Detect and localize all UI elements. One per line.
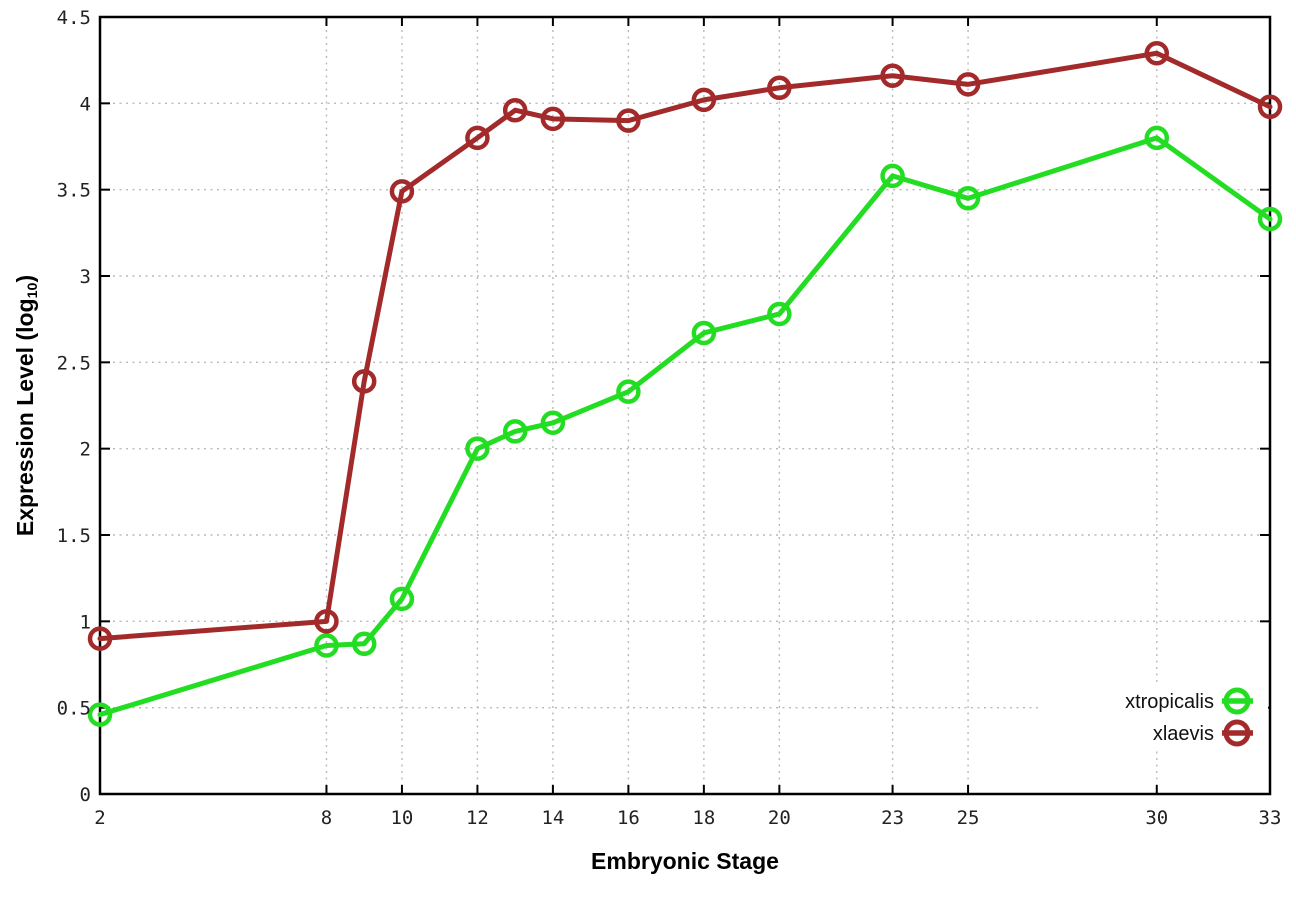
x-tick-label: 16 xyxy=(617,807,640,829)
data-point-xtropicalis xyxy=(465,436,490,461)
x-axis-title: Embryonic Stage xyxy=(591,848,779,874)
y-tick-label: 4.5 xyxy=(57,7,91,29)
x-tick-label: 20 xyxy=(768,807,791,829)
x-tick-label: 23 xyxy=(881,807,904,829)
y-tick-label: 0 xyxy=(80,784,91,806)
x-tick-label: 12 xyxy=(466,807,489,829)
data-point-xtropicalis xyxy=(955,186,981,211)
data-point-xtropicalis xyxy=(616,379,641,404)
y-tick-label: 1.5 xyxy=(57,525,91,547)
x-tick-label: 30 xyxy=(1145,807,1168,829)
data-point-xtropicalis xyxy=(87,702,113,727)
data-point-xtropicalis xyxy=(691,320,717,346)
data-point-xlaevis xyxy=(616,108,641,133)
data-point-xlaevis xyxy=(465,125,490,151)
data-point-xlaevis xyxy=(351,369,377,394)
legend-label-xtropicalis: xtropicalis xyxy=(1125,691,1214,713)
data-point-xlaevis xyxy=(314,609,339,634)
data-point-xtropicalis xyxy=(389,586,415,612)
data-point-xlaevis xyxy=(389,179,415,204)
data-point-xlaevis xyxy=(767,75,792,101)
x-tick-label: 14 xyxy=(541,807,564,829)
y-tick-label: 1 xyxy=(80,611,91,633)
series-line-xtropicalis xyxy=(97,135,1273,718)
x-tick-label: 18 xyxy=(692,807,715,829)
data-point-xtropicalis xyxy=(767,301,792,327)
data-point-xlaevis xyxy=(1257,94,1283,120)
y-axis-title-close: ) xyxy=(12,274,38,283)
data-point-xlaevis xyxy=(87,626,113,651)
x-tick-label: 2 xyxy=(94,807,105,829)
data-point-xtropicalis xyxy=(314,633,339,658)
y-axis-title-subscript: 10 xyxy=(24,282,41,299)
data-point-xtropicalis xyxy=(1144,125,1170,151)
y-axis-title: Expression Level (log10) xyxy=(12,17,41,794)
data-point-xtropicalis xyxy=(502,419,528,444)
plot-border xyxy=(98,15,1272,796)
data-point-xlaevis xyxy=(955,72,981,97)
series-line-xlaevis xyxy=(97,50,1273,642)
data-point-xtropicalis xyxy=(540,410,566,436)
data-point-xtropicalis xyxy=(351,631,377,657)
y-axis-title-text: Expression Level (log xyxy=(12,298,38,537)
data-point-xtropicalis xyxy=(880,163,905,189)
data-point-xlaevis xyxy=(540,106,566,132)
data-point-xlaevis xyxy=(880,63,905,88)
data-point-xtropicalis xyxy=(1257,206,1283,232)
legend-marker-xlaevis xyxy=(1223,719,1251,747)
x-tick-label: 33 xyxy=(1259,807,1282,829)
y-tick-label: 0.5 xyxy=(57,698,91,720)
x-tick-label: 8 xyxy=(321,807,332,829)
y-tick-label: 2 xyxy=(80,439,91,461)
x-tick-label: 25 xyxy=(957,807,980,829)
legend-label-xlaevis: xlaevis xyxy=(1153,723,1214,745)
y-tick-label: 4 xyxy=(80,93,91,115)
x-tick-label: 10 xyxy=(390,807,413,829)
y-tick-label: 3.5 xyxy=(57,180,91,202)
data-point-xlaevis xyxy=(691,87,717,113)
y-tick-label: 3 xyxy=(80,266,91,288)
data-point-xlaevis xyxy=(1144,41,1170,66)
legend-marker-xtropicalis xyxy=(1223,687,1251,715)
data-point-xlaevis xyxy=(502,97,528,123)
y-tick-label: 2.5 xyxy=(57,352,91,374)
